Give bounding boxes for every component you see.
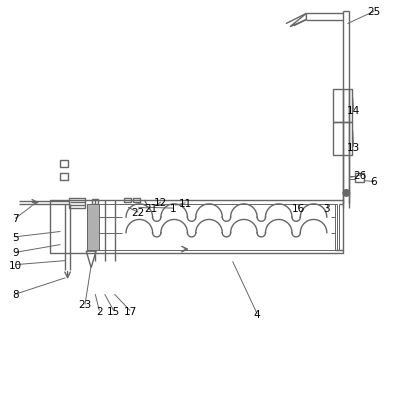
Text: 15: 15 xyxy=(107,306,120,316)
Text: 2: 2 xyxy=(96,306,103,316)
Bar xyxy=(50,200,343,254)
Text: 13: 13 xyxy=(347,142,360,152)
Bar xyxy=(60,173,68,181)
Text: 12: 12 xyxy=(154,198,168,207)
Text: 1: 1 xyxy=(170,204,176,213)
Text: 22: 22 xyxy=(132,208,145,218)
Text: 21: 21 xyxy=(144,204,157,213)
Bar xyxy=(124,199,131,203)
Bar xyxy=(92,206,98,211)
Bar xyxy=(69,198,85,209)
Bar xyxy=(87,204,337,250)
Bar xyxy=(333,90,352,123)
Text: 5: 5 xyxy=(12,232,19,242)
Text: 3: 3 xyxy=(324,204,330,213)
Text: 6: 6 xyxy=(371,177,377,187)
Bar xyxy=(133,199,140,203)
Text: 9: 9 xyxy=(12,248,19,258)
Bar xyxy=(92,200,98,204)
Bar xyxy=(87,204,99,250)
Bar xyxy=(355,174,364,183)
Text: 23: 23 xyxy=(78,300,92,310)
Text: 25: 25 xyxy=(367,7,381,17)
Bar xyxy=(333,123,352,155)
Text: 26: 26 xyxy=(353,171,366,181)
Text: 10: 10 xyxy=(9,260,22,270)
Text: 11: 11 xyxy=(179,198,192,208)
Text: 8: 8 xyxy=(12,290,19,299)
Circle shape xyxy=(343,190,350,197)
Text: 16: 16 xyxy=(292,204,305,213)
Text: 7: 7 xyxy=(12,214,19,224)
Text: 17: 17 xyxy=(124,306,137,316)
Bar xyxy=(60,160,68,168)
Text: 14: 14 xyxy=(347,106,360,115)
Text: 4: 4 xyxy=(254,309,260,319)
